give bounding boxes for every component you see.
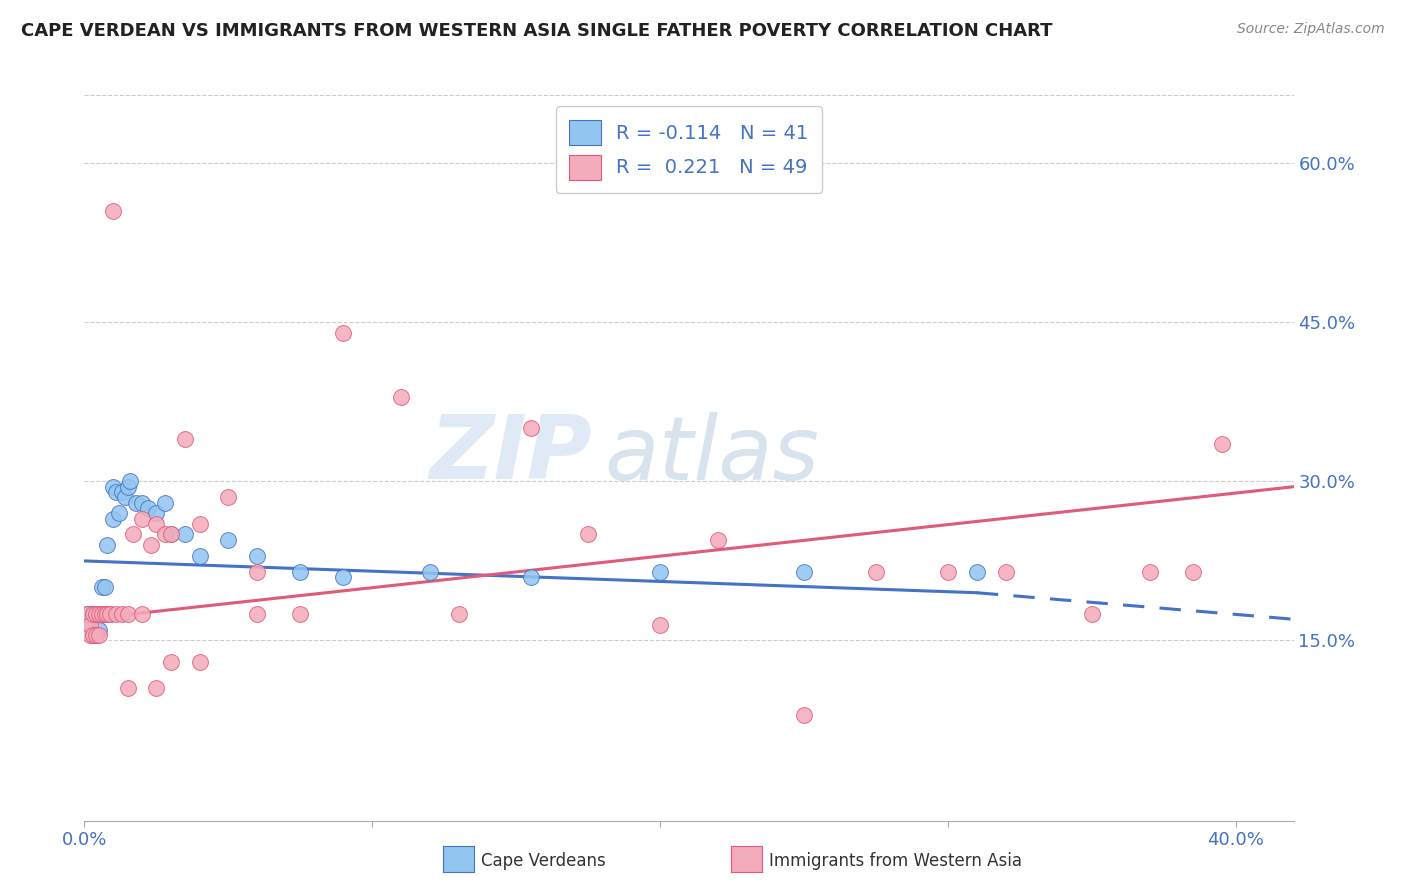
Point [650, 617, 672, 632]
Point [93, 607, 115, 621]
Point [936, 565, 959, 579]
Point [117, 480, 139, 494]
Point [105, 485, 128, 500]
Point [93, 581, 115, 595]
Point [145, 516, 167, 531]
Point [145, 681, 167, 695]
Point [793, 707, 815, 722]
Text: Cape Verdeans: Cape Verdeans [481, 852, 606, 870]
Point [111, 485, 134, 500]
Point [519, 421, 541, 435]
Text: CAPE VERDEAN VS IMMIGRANTS FROM WESTERN ASIA SINGLE FATHER POVERTY CORRELATION C: CAPE VERDEAN VS IMMIGRANTS FROM WESTERN … [21, 22, 1053, 40]
Legend: R = -0.114   N = 41, R =  0.221   N = 49: R = -0.114 N = 41, R = 0.221 N = 49 [555, 106, 823, 194]
Point [90, 607, 112, 621]
Point [96, 538, 118, 552]
Point [79, 617, 101, 632]
Point [96, 607, 118, 621]
Point [865, 565, 887, 579]
Point [105, 607, 128, 621]
Point [87, 607, 110, 621]
Point [159, 655, 181, 669]
Text: ZIP: ZIP [429, 411, 592, 499]
Point [188, 516, 211, 531]
Point [82, 628, 104, 642]
Point [217, 491, 239, 505]
Point [101, 511, 124, 525]
Point [217, 533, 239, 547]
Point [246, 607, 269, 621]
Point [136, 500, 159, 515]
Point [159, 527, 181, 541]
Point [519, 570, 541, 584]
Point [82, 607, 104, 621]
Point [87, 628, 110, 642]
Point [131, 511, 153, 525]
Text: Immigrants from Western Asia: Immigrants from Western Asia [769, 852, 1022, 870]
Point [87, 623, 110, 637]
Point [1211, 437, 1233, 451]
Point [1181, 565, 1204, 579]
Point [1139, 565, 1161, 579]
Point [650, 565, 672, 579]
Point [159, 527, 181, 541]
Point [98, 607, 121, 621]
Point [139, 538, 162, 552]
Point [79, 607, 101, 621]
Point [793, 565, 815, 579]
Text: Source: ZipAtlas.com: Source: ZipAtlas.com [1237, 22, 1385, 37]
Point [101, 480, 124, 494]
Point [125, 495, 148, 509]
Point [98, 607, 121, 621]
Point [117, 607, 139, 621]
Point [174, 527, 197, 541]
Point [101, 204, 124, 219]
Point [79, 628, 101, 642]
Point [419, 565, 441, 579]
Point [76, 607, 98, 621]
Point [84, 628, 107, 642]
Point [389, 390, 412, 404]
Point [188, 655, 211, 669]
Point [332, 570, 354, 584]
Point [90, 581, 112, 595]
Point [84, 607, 107, 621]
Point [447, 607, 470, 621]
Point [90, 607, 112, 621]
Point [120, 475, 142, 489]
Point [131, 607, 153, 621]
Point [994, 565, 1017, 579]
Point [246, 549, 269, 563]
Point [117, 681, 139, 695]
Point [93, 607, 115, 621]
Point [131, 495, 153, 509]
Point [246, 565, 269, 579]
Point [84, 607, 107, 621]
Point [111, 607, 134, 621]
Point [706, 533, 728, 547]
Text: atlas: atlas [605, 412, 820, 498]
Point [145, 506, 167, 520]
Point [188, 549, 211, 563]
Point [966, 565, 988, 579]
Point [1081, 607, 1104, 621]
Point [153, 527, 176, 541]
Point [76, 607, 98, 621]
Point [122, 527, 145, 541]
Point [174, 432, 197, 446]
Point [290, 565, 312, 579]
Point [332, 326, 354, 340]
Point [79, 617, 101, 632]
Point [290, 607, 312, 621]
Point [108, 506, 131, 520]
Point [84, 628, 107, 642]
Point [96, 607, 118, 621]
Point [82, 607, 104, 621]
Point [87, 607, 110, 621]
Point [576, 527, 599, 541]
Point [153, 495, 176, 509]
Point [114, 491, 136, 505]
Point [82, 628, 104, 642]
